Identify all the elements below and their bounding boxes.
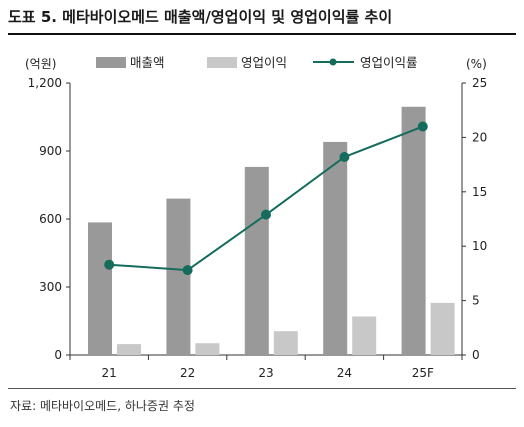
plot-area: 0 300 600 900 1,200 0 5 10 15 20 25 21 22 23 24 25F [28, 76, 488, 380]
bar-operating-profit [273, 331, 298, 355]
bar-operating-profit [117, 344, 141, 355]
x-tick-label: 23 [258, 366, 273, 380]
left-tick-label: 600 [39, 212, 62, 226]
x-tick-label: 22 [180, 366, 195, 380]
right-tick-label: 20 [472, 130, 487, 144]
bar-operating-profit [430, 302, 455, 355]
bar-revenue [323, 141, 348, 355]
margin-point [182, 265, 193, 276]
right-axis-unit: (%) [466, 57, 487, 71]
margin-point [339, 151, 350, 162]
chart-title: 도표 5. 메타바이오메드 매출액/영업이익 및 영업이익률 추이 [8, 8, 393, 26]
x-tick-label: 25F [412, 366, 434, 380]
legend-label-operating-profit: 영업이익 [241, 55, 287, 70]
left-axis-unit: (억원) [25, 57, 56, 71]
margin-point [261, 209, 271, 220]
margin-point [104, 259, 115, 270]
legend: 매출액 영업이익 영업이익률 [96, 55, 418, 70]
right-tick-label: 15 [472, 185, 487, 199]
bar-operating-profit [352, 316, 377, 355]
legend-swatch-operating-profit [207, 57, 237, 68]
bar-revenue [166, 198, 191, 355]
margin-point [417, 121, 428, 132]
legend-swatch-margin-marker [329, 58, 337, 66]
left-tick-label: 300 [39, 280, 62, 294]
bar-revenue [244, 166, 269, 355]
right-tick-label: 10 [472, 239, 487, 253]
x-tick-label: 21 [102, 366, 117, 380]
left-tick-label: 900 [39, 144, 62, 158]
title-divider [8, 33, 516, 35]
bar-revenue [401, 106, 426, 355]
legend-label-revenue: 매출액 [130, 55, 165, 70]
left-tick-label: 0 [54, 348, 62, 362]
source-note: 자료: 메타바이오메드, 하나증권 추정 [10, 399, 195, 413]
x-tick-label: 24 [337, 366, 352, 380]
right-tick-label: 5 [472, 294, 480, 308]
right-tick-label: 25 [472, 76, 487, 90]
bar-operating-profit [195, 343, 220, 355]
left-tick-label: 1,200 [28, 76, 62, 90]
right-tick-label: 0 [472, 348, 480, 362]
legend-label-margin: 영업이익률 [360, 55, 418, 70]
bar-revenue [88, 222, 112, 355]
legend-swatch-revenue [96, 57, 126, 68]
source-divider [8, 388, 516, 389]
